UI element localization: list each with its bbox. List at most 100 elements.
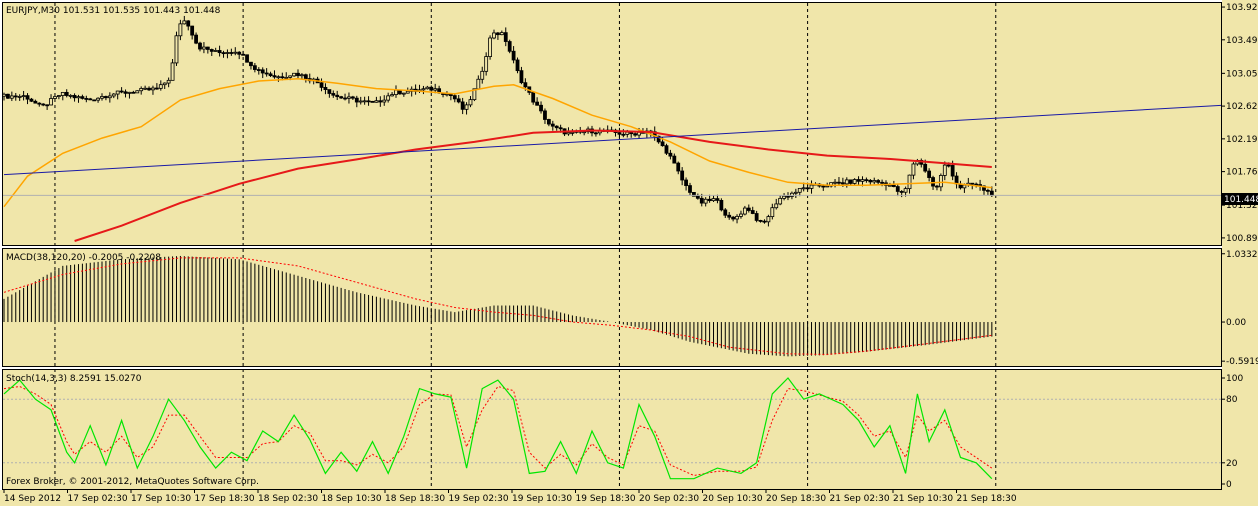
price-candle	[221, 50, 226, 58]
price-candle	[837, 177, 841, 186]
price-candle	[241, 50, 246, 56]
price-candle	[268, 71, 273, 77]
price-candle	[750, 206, 755, 215]
price-candle	[797, 187, 802, 197]
price-candle	[935, 184, 939, 191]
time-axis-tick-label: 21 Sep 10:30	[893, 494, 953, 504]
price-candle	[331, 90, 336, 98]
price-candle	[684, 177, 688, 191]
price-candle	[151, 85, 155, 95]
price-candle	[60, 91, 65, 101]
price-candle	[186, 20, 191, 31]
price-candle	[739, 210, 743, 219]
price-candle	[92, 99, 97, 102]
symbol-header: EURJPY,M30 101.531 101.535 101.443 101.4…	[6, 6, 221, 16]
price-candle	[468, 96, 473, 108]
price-candle	[237, 51, 242, 60]
price-candle	[782, 193, 786, 201]
price-candle	[68, 94, 73, 99]
price-candle	[256, 67, 261, 75]
price-candle	[398, 89, 402, 95]
price-candle	[899, 190, 904, 198]
price-candle	[688, 182, 692, 196]
price-candle	[554, 125, 559, 131]
price-candle	[323, 83, 328, 95]
macd-indicator	[3, 255, 993, 357]
price-candle	[264, 68, 269, 77]
price-candle	[460, 97, 465, 115]
time-axis-tick-label: 21 Sep 18:30	[957, 494, 1017, 504]
price-candle	[864, 177, 869, 183]
price-candle	[202, 42, 206, 54]
price-candle	[539, 101, 543, 114]
stoch-main-line	[3, 377, 993, 480]
price-candle	[699, 193, 704, 207]
price-candle	[213, 47, 218, 52]
price-candle	[617, 127, 622, 140]
price-candle	[695, 193, 700, 200]
price-candle	[511, 46, 516, 64]
price-candle	[543, 108, 547, 124]
price-candle	[217, 45, 222, 57]
trendline[interactable]	[3, 104, 1222, 176]
price-candle	[233, 47, 238, 56]
price-axis-tick-label: 100.890	[1226, 234, 1258, 244]
price-candle	[676, 161, 681, 175]
time-axis-tick-label: 17 Sep 10:30	[131, 494, 191, 504]
stoch-axis-tick-label: 0	[1226, 480, 1232, 490]
price-axis-tick-label: 101.320	[1226, 201, 1258, 211]
price-candle	[425, 85, 430, 90]
price-candle	[174, 31, 179, 66]
price-axis-tick-label: 102.190	[1226, 135, 1258, 145]
price-candle	[390, 92, 394, 97]
price-candle	[296, 69, 300, 79]
price-candle	[970, 182, 975, 190]
stoch-pane-background	[3, 370, 1221, 489]
price-candle	[178, 19, 183, 41]
price-candle	[350, 95, 355, 101]
price-candle	[260, 67, 265, 79]
price-candle	[735, 214, 739, 224]
price-candle	[131, 90, 136, 94]
price-candle	[25, 93, 30, 105]
price-candle	[672, 153, 677, 164]
price-candle	[421, 85, 426, 95]
price-candle	[895, 184, 900, 197]
price-candle	[664, 143, 669, 155]
stoch-axis-tick-label: 100	[1226, 374, 1243, 384]
price-candle	[570, 129, 575, 136]
price-candle	[205, 46, 210, 54]
price-candle	[507, 39, 512, 54]
price-candle	[786, 192, 790, 201]
price-candle	[190, 25, 195, 40]
price-candle	[139, 86, 144, 95]
price-candle	[292, 72, 296, 77]
price-candle	[374, 96, 379, 103]
price-candle	[480, 66, 485, 84]
price-candle	[6, 93, 10, 99]
price-axis-tick-label: 103.050	[1226, 69, 1258, 79]
macd-axis-tick-label: 1.0332	[1226, 250, 1258, 260]
price-candle	[111, 93, 116, 99]
price-candle	[707, 194, 712, 203]
price-candle	[848, 179, 853, 185]
price-candle	[119, 87, 124, 94]
price-candle	[746, 204, 751, 213]
price-candle	[711, 195, 716, 202]
price-candle	[170, 58, 175, 81]
price-candle	[107, 92, 112, 103]
time-axis-tick-label: 20 Sep 10:30	[703, 494, 763, 504]
price-candle	[143, 85, 148, 91]
price-candle	[499, 30, 504, 36]
price-candle	[668, 149, 673, 160]
macd-pane-background	[3, 249, 1221, 366]
price-candle	[135, 90, 140, 94]
time-axis-tick-label: 17 Sep 02:30	[68, 494, 128, 504]
price-candle	[492, 29, 496, 40]
price-candle	[249, 61, 253, 70]
price-candle	[719, 198, 724, 212]
price-candle	[335, 90, 340, 101]
price-candle	[546, 118, 551, 127]
